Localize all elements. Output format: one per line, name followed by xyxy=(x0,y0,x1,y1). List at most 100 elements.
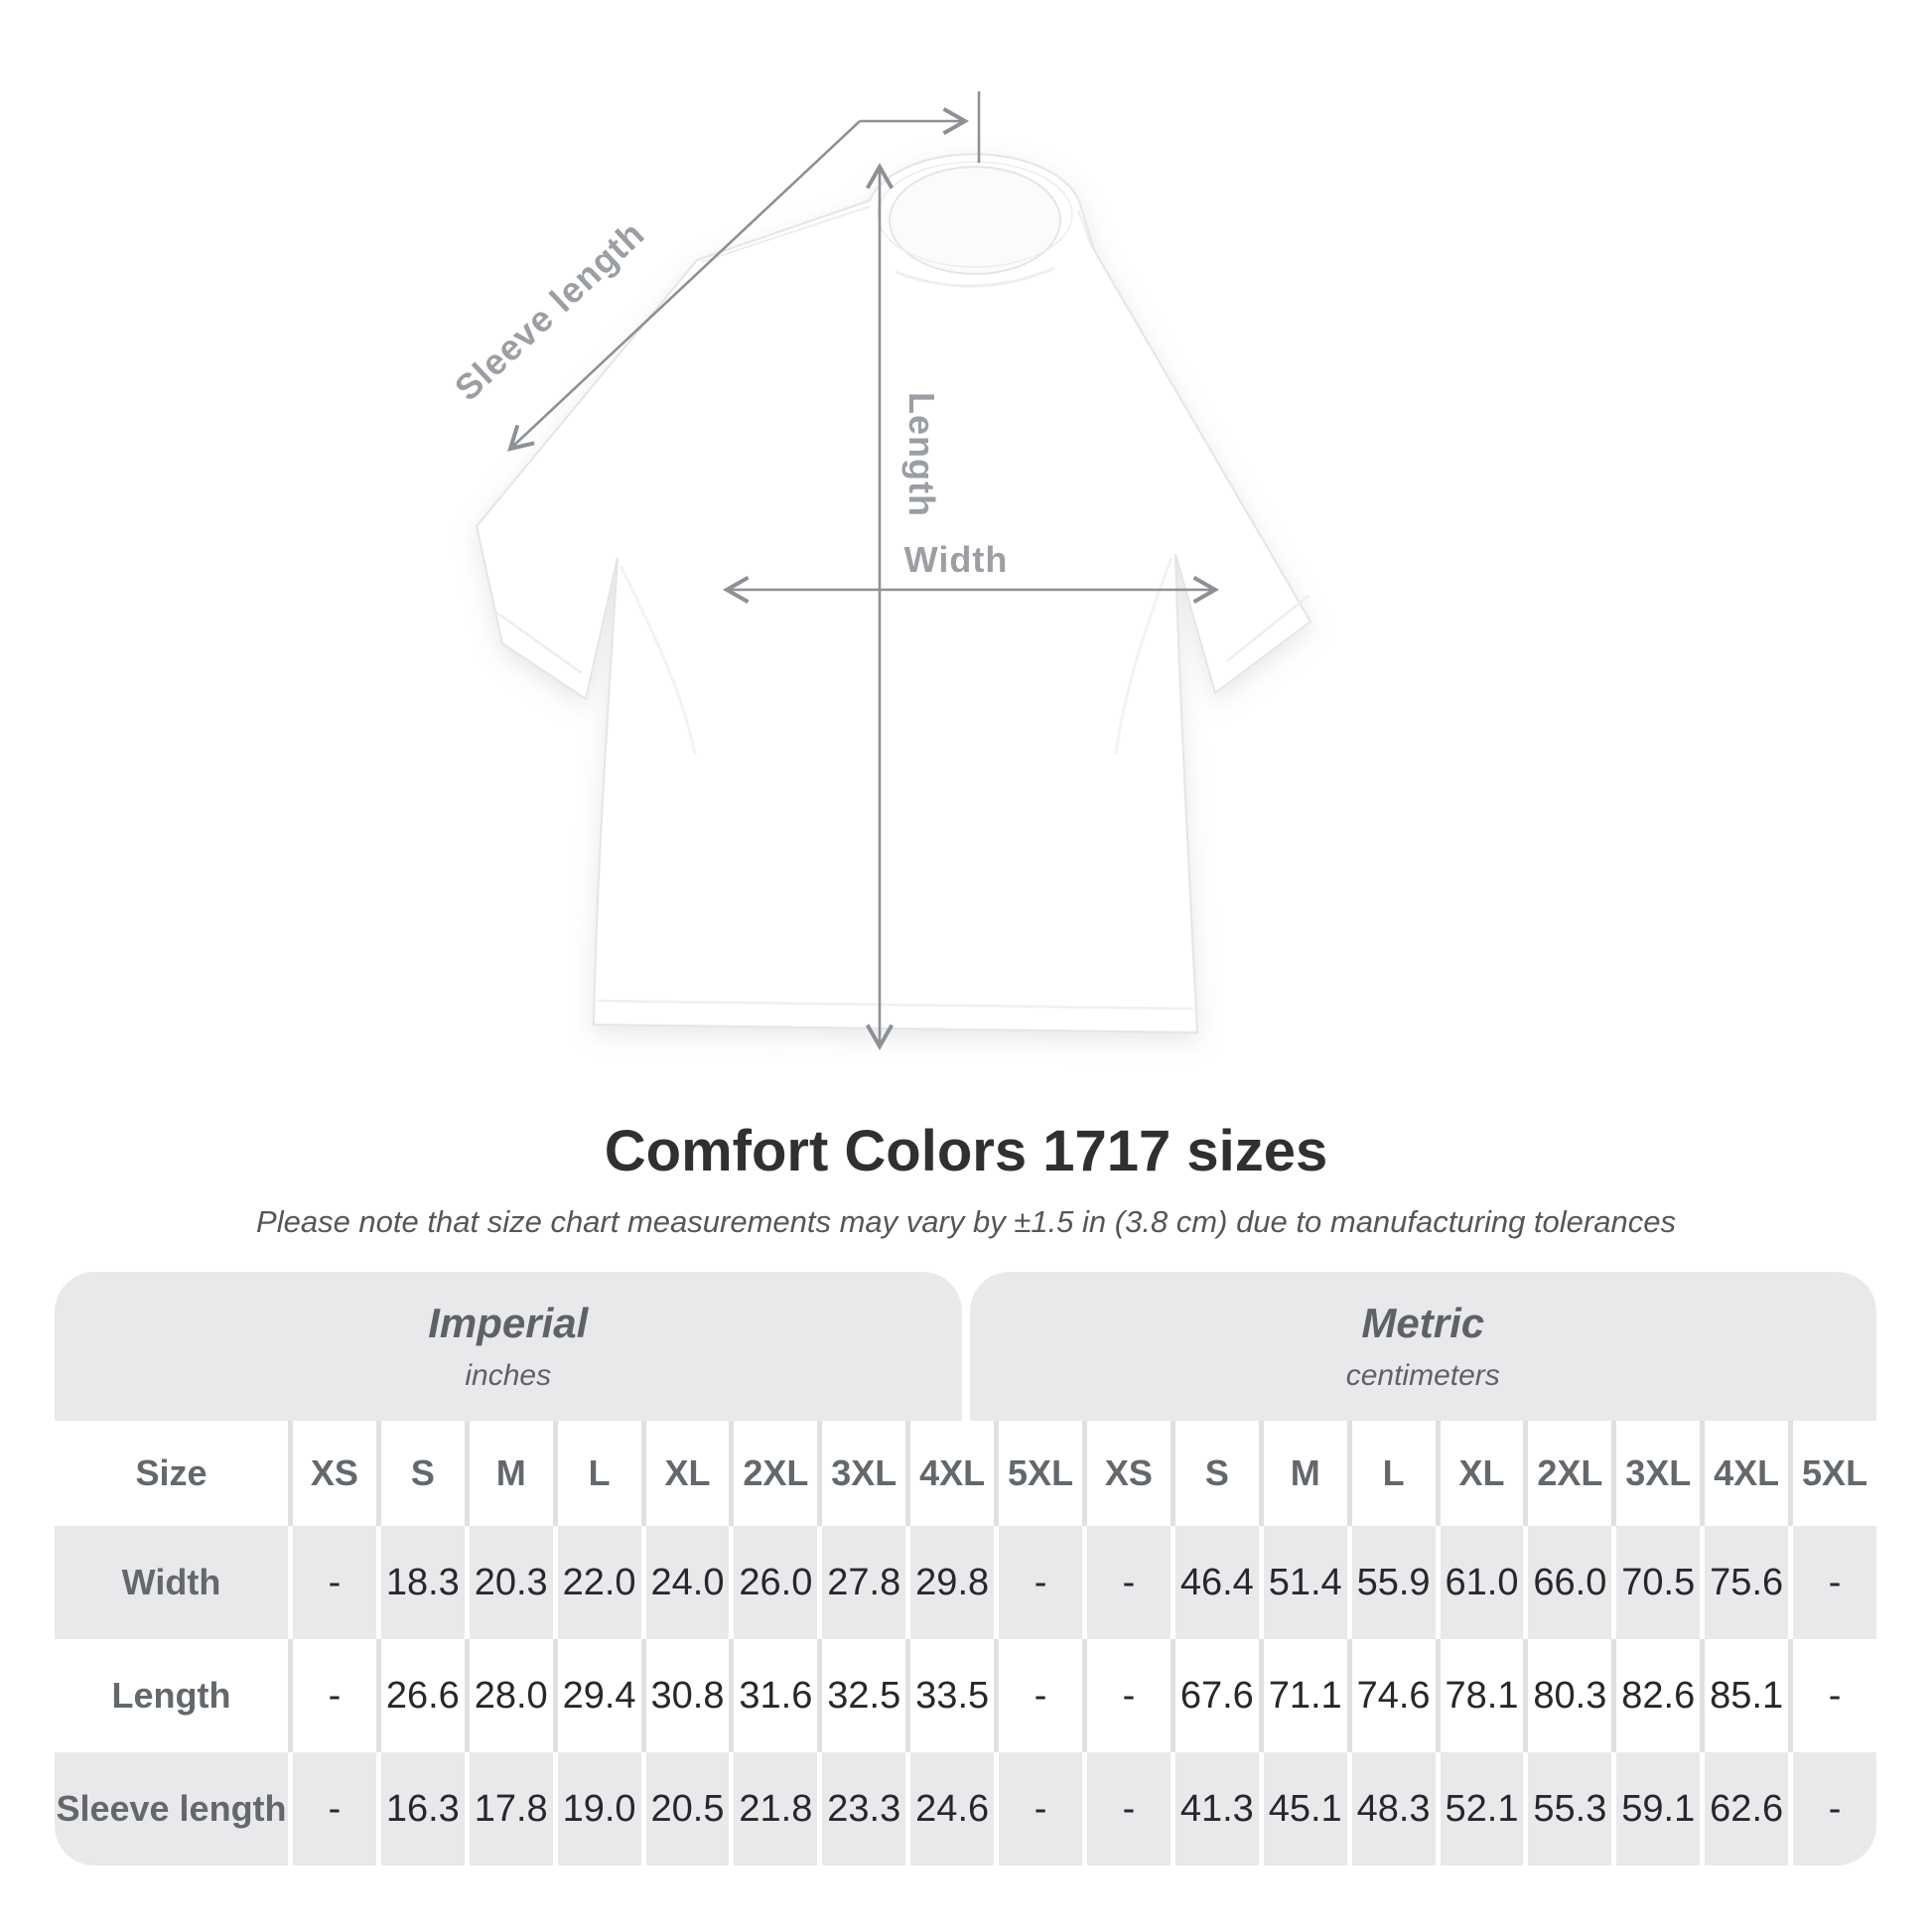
table-cell: 20.3 xyxy=(469,1526,553,1639)
table-cell: 59.1 xyxy=(1616,1752,1701,1865)
table-cell: 74.6 xyxy=(1351,1639,1436,1752)
table-cell: 41.3 xyxy=(1174,1752,1259,1865)
table-cell: 23.3 xyxy=(822,1752,906,1865)
length-label: Length xyxy=(901,392,942,517)
table-cell: 45.1 xyxy=(1263,1752,1347,1865)
tee-collar-shadow xyxy=(895,266,1055,288)
tee-shoulder-seam-right xyxy=(1077,209,1093,249)
row-label-width: Width xyxy=(55,1526,288,1639)
size-column-header: Size xyxy=(55,1421,288,1526)
row-label-length: Length xyxy=(55,1639,288,1752)
table-cell: 32.5 xyxy=(822,1639,906,1752)
size-header-metric-s: S xyxy=(1174,1421,1259,1526)
table-cell: - xyxy=(1086,1639,1171,1752)
imperial-label: Imperial xyxy=(428,1300,589,1346)
table-cell: 31.6 xyxy=(734,1639,818,1752)
table-cell: 55.9 xyxy=(1351,1526,1436,1639)
table-cell: 71.1 xyxy=(1263,1639,1347,1752)
size-header-row: Size XS S M L XL 2XL 3XL 4XL 5XL XS S M … xyxy=(55,1421,1876,1526)
size-header-metric-l: L xyxy=(1351,1421,1436,1526)
table-cell: 22.0 xyxy=(557,1526,641,1639)
table-row-width: Width - 18.3 20.3 22.0 24.0 26.0 27.8 29… xyxy=(55,1526,1876,1639)
table-cell: 20.5 xyxy=(645,1752,730,1865)
tshirt-diagram: Sleeve length Length Width xyxy=(447,91,1312,1051)
size-header-metric-3xl: 3XL xyxy=(1616,1421,1701,1526)
table-cell: 70.5 xyxy=(1616,1526,1701,1639)
tee-hem-seam xyxy=(597,999,1194,1011)
table-cell: - xyxy=(999,1639,1082,1752)
table-cell: 78.1 xyxy=(1440,1639,1524,1752)
size-header-imperial-3xl: 3XL xyxy=(822,1421,906,1526)
table-cell: 48.3 xyxy=(1351,1752,1436,1865)
table-cell: 26.6 xyxy=(380,1639,465,1752)
size-header-metric-2xl: 2XL xyxy=(1528,1421,1612,1526)
tee-cuff-seam-right xyxy=(1226,595,1310,662)
table-cell: - xyxy=(1793,1752,1876,1865)
table-cell: 27.8 xyxy=(822,1526,906,1639)
table-row-sleeve-length: Sleeve length - 16.3 17.8 19.0 20.5 21.8… xyxy=(55,1752,1876,1865)
size-header-imperial-xl: XL xyxy=(645,1421,730,1526)
table-cell: - xyxy=(1086,1526,1171,1639)
tee-fold-left xyxy=(619,565,697,756)
table-cell: 75.6 xyxy=(1705,1526,1789,1639)
imperial-unit: inches xyxy=(465,1359,552,1392)
table-cell: 24.0 xyxy=(645,1526,730,1639)
table-cell: - xyxy=(293,1752,376,1865)
table-cell: - xyxy=(999,1526,1082,1639)
table-cell: 80.3 xyxy=(1528,1639,1612,1752)
width-label: Width xyxy=(904,539,1009,580)
size-header-metric-m: M xyxy=(1263,1421,1347,1526)
size-header-imperial-s: S xyxy=(380,1421,465,1526)
unit-header-band: Imperial inches Metric centimeters xyxy=(55,1272,1876,1421)
table-cell: 51.4 xyxy=(1263,1526,1347,1639)
table-cell: - xyxy=(293,1639,376,1752)
table-cell: 67.6 xyxy=(1174,1639,1259,1752)
metric-section-header: Metric centimeters xyxy=(969,1272,1876,1421)
tee-shoulder-seam-left xyxy=(700,206,871,263)
size-chart-table: Imperial inches Metric centimeters Size … xyxy=(55,1272,1876,1865)
metric-unit: centimeters xyxy=(1345,1359,1500,1392)
table-cell: 46.4 xyxy=(1174,1526,1259,1639)
size-header-imperial-xs: XS xyxy=(293,1421,376,1526)
table-cell: 33.5 xyxy=(910,1639,995,1752)
table-cell: 82.6 xyxy=(1616,1639,1701,1752)
table-cell: 55.3 xyxy=(1528,1752,1612,1865)
table-cell: 52.1 xyxy=(1440,1752,1524,1865)
table-cell: 62.6 xyxy=(1705,1752,1789,1865)
sleeve-measure-diagonal-line xyxy=(507,120,861,452)
size-header-metric-4xl: 4XL xyxy=(1705,1421,1789,1526)
tee-collar-opening xyxy=(889,166,1061,275)
table-cell: 24.6 xyxy=(910,1752,995,1865)
row-label-sleeve-length: Sleeve length xyxy=(55,1752,288,1865)
size-header-imperial-4xl: 4XL xyxy=(910,1421,995,1526)
table-cell: 21.8 xyxy=(734,1752,818,1865)
table-cell: 85.1 xyxy=(1705,1639,1789,1752)
table-cell: 61.0 xyxy=(1440,1526,1524,1639)
table-cell: 17.8 xyxy=(469,1752,553,1865)
table-cell: 30.8 xyxy=(645,1639,730,1752)
table-cell: - xyxy=(999,1752,1082,1865)
table-cell: 26.0 xyxy=(734,1526,818,1639)
size-header-imperial-l: L xyxy=(557,1421,641,1526)
table-cell: 29.8 xyxy=(910,1526,995,1639)
size-header-imperial-2xl: 2XL xyxy=(734,1421,818,1526)
table-cell: 66.0 xyxy=(1528,1526,1612,1639)
table-cell: - xyxy=(1793,1526,1876,1639)
table-cell: - xyxy=(1086,1752,1171,1865)
table-cell: 29.4 xyxy=(557,1639,641,1752)
page-title: Comfort Colors 1717 sizes xyxy=(604,1119,1328,1183)
table-row-length: Length - 26.6 28.0 29.4 30.8 31.6 32.5 3… xyxy=(55,1639,1876,1752)
size-header-metric-xs: XS xyxy=(1086,1421,1171,1526)
table-cell: - xyxy=(293,1526,376,1639)
table-cell: - xyxy=(1793,1639,1876,1752)
tolerance-note: Please note that size chart measurements… xyxy=(256,1204,1676,1239)
table-cell: 28.0 xyxy=(469,1639,553,1752)
title-block: Comfort Colors 1717 sizes Please note th… xyxy=(0,1118,1932,1240)
table-cell: 19.0 xyxy=(557,1752,641,1865)
size-header-metric-xl: XL xyxy=(1440,1421,1524,1526)
table-cell: 16.3 xyxy=(380,1752,465,1865)
tee-cuff-seam-left xyxy=(491,608,583,675)
table-cell: 18.3 xyxy=(380,1526,465,1639)
size-header-imperial-5xl: 5XL xyxy=(999,1421,1082,1526)
size-header-imperial-m: M xyxy=(469,1421,553,1526)
